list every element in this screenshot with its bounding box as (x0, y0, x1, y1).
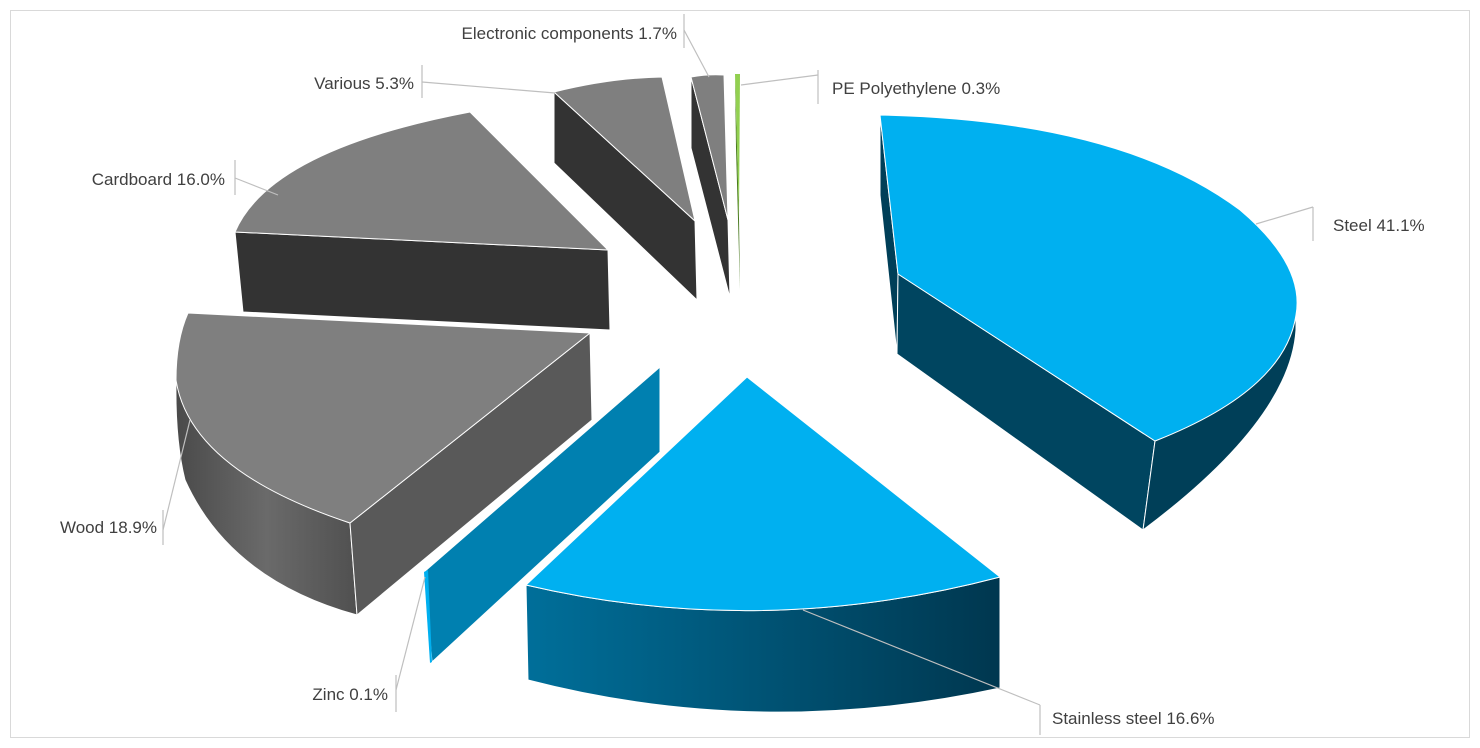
slice-steel (879, 114, 1298, 532)
data-label-various: Various 5.3% (314, 74, 414, 93)
slice-stainless-steel-top (524, 376, 1002, 612)
data-label-steel: Steel 41.1% (1333, 216, 1425, 235)
leader-lines (162, 14, 1314, 735)
slice-electronic-components-top (690, 74, 729, 221)
slice-zinc-top (424, 570, 432, 663)
leader-line-various (421, 81, 556, 94)
data-label-electronic-components: Electronic components 1.7% (462, 24, 677, 43)
data-label-pe-polyethylene: PE Polyethylene 0.3% (832, 79, 1000, 98)
leader-line-electronic-components (683, 29, 710, 78)
data-label-zinc: Zinc 0.1% (312, 685, 388, 704)
slice-various-top (552, 76, 696, 223)
slice-wood (175, 312, 593, 617)
data-label-stainless-steel: Stainless steel 16.6% (1052, 709, 1215, 728)
leader-line-wood (162, 419, 191, 531)
slice-pe-polyethylene-top (735, 74, 740, 218)
data-label-cardboard: Cardboard 16.0% (92, 170, 225, 189)
slice-zinc (423, 365, 661, 664)
data-labels: Steel 41.1% Stainless steel 16.6% Zinc 0… (60, 24, 1425, 728)
data-label-wood: Wood 18.9% (60, 518, 157, 537)
slice-various (552, 76, 698, 302)
slice-cardboard (234, 111, 611, 331)
slice-stainless-steel (524, 376, 1002, 713)
slice-pe-polyethylene-side (735, 74, 740, 290)
leader-line-pe-polyethylene (740, 74, 819, 86)
slice-cardboard-top (234, 111, 610, 251)
leader-line-stainless-steel (802, 609, 1041, 706)
leader-line-steel (1255, 206, 1314, 225)
leader-line-zinc (395, 576, 426, 691)
leader-line-cardboard (234, 177, 279, 196)
slice-steel-top (879, 114, 1298, 442)
slice-wood-top (175, 312, 592, 524)
slice-electronic-components (690, 74, 731, 299)
slice-pe-polyethylene (735, 74, 740, 290)
